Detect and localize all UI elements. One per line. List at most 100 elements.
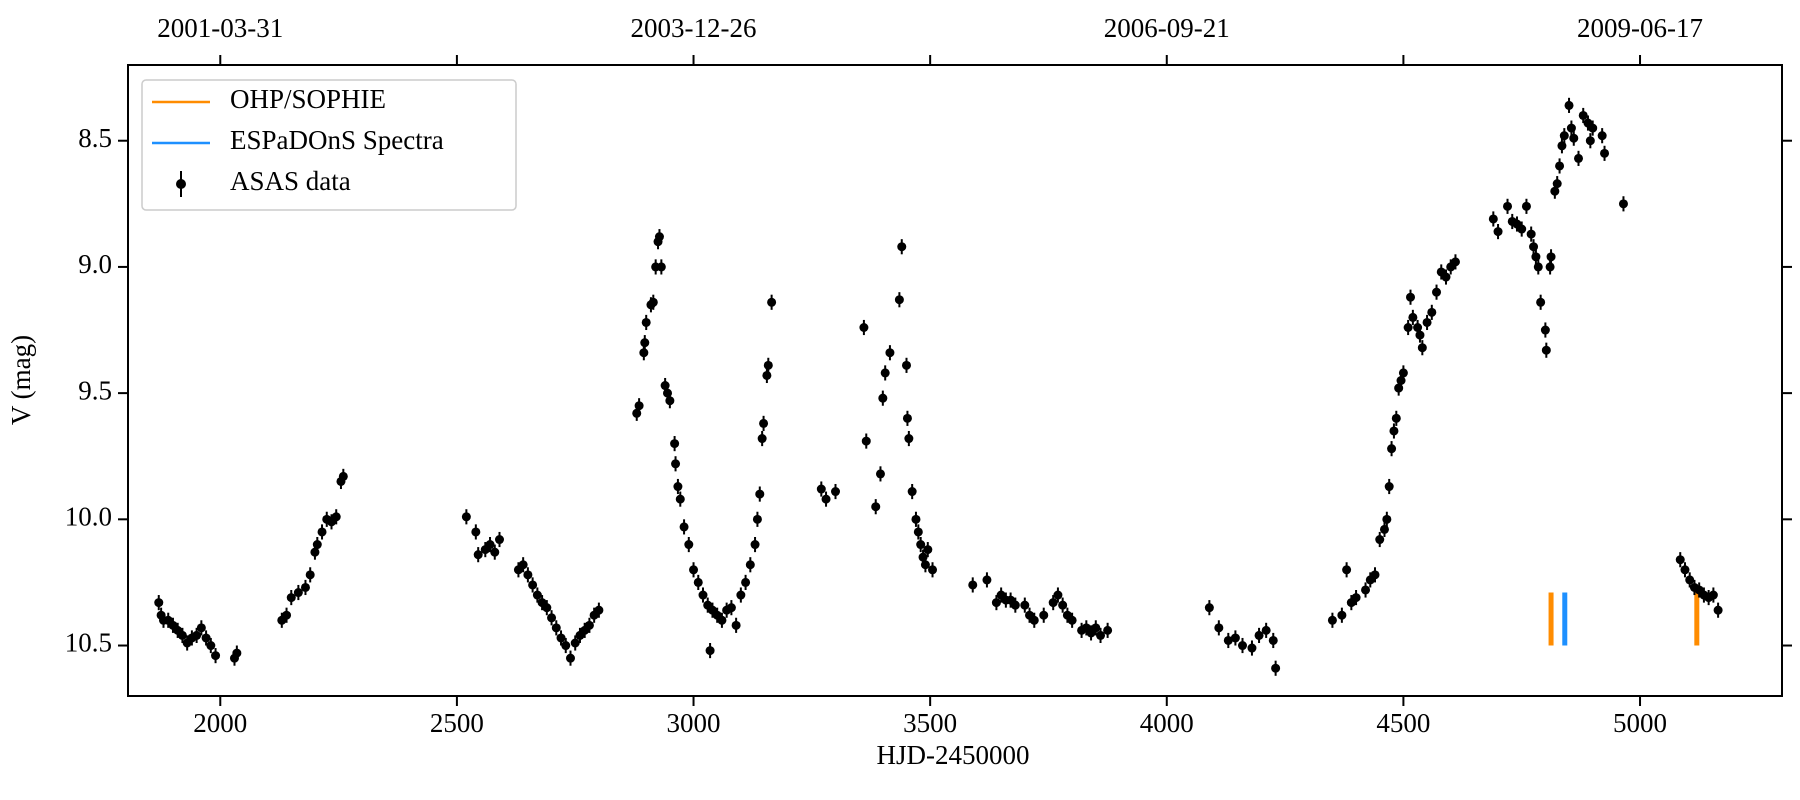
data-point [1578, 110, 1588, 120]
data-point [461, 512, 471, 522]
data-point [206, 641, 216, 651]
data-point [1450, 257, 1460, 267]
data-point [684, 540, 694, 550]
data-point [1375, 535, 1385, 545]
data-point [679, 522, 689, 532]
data-point [196, 623, 206, 633]
data-point [1058, 600, 1068, 610]
data-point [861, 436, 871, 446]
y-tick-label: 8.5 [78, 123, 112, 153]
data-point [473, 550, 483, 560]
data-point [1566, 123, 1576, 133]
data-point [875, 469, 885, 479]
x-tick-label: 2000 [193, 708, 247, 738]
data-point [547, 613, 557, 623]
data-point [518, 560, 528, 570]
data-point [1675, 555, 1685, 565]
data-point [1536, 297, 1546, 307]
data-point [523, 570, 533, 580]
x-tick-label: 3000 [667, 708, 721, 738]
data-point [673, 482, 683, 492]
data-point [594, 605, 604, 615]
data-point [1557, 141, 1567, 151]
data-point [871, 502, 881, 512]
data-point [1521, 201, 1531, 211]
data-point [570, 638, 580, 648]
data-point [816, 484, 826, 494]
x-tick-label: 4000 [1140, 708, 1194, 738]
x2-tick-label: 2006-09-21 [1104, 13, 1230, 43]
data-point [1403, 322, 1413, 332]
data-point [916, 540, 926, 550]
data-point [907, 487, 917, 497]
data-point [1103, 625, 1113, 635]
data-point [1408, 312, 1418, 322]
data-point [192, 630, 202, 640]
data-point [759, 418, 769, 428]
legend-box [141, 79, 517, 211]
data-point [904, 434, 914, 444]
data-point [731, 620, 741, 630]
data-point [894, 295, 904, 305]
data-point [1039, 610, 1049, 620]
data-point [831, 487, 841, 497]
data-point [741, 577, 751, 587]
data-point [1493, 227, 1503, 237]
data-point [689, 565, 699, 575]
y-tick-label: 10.0 [65, 502, 112, 532]
data-point [1708, 590, 1718, 600]
data-point [1268, 635, 1278, 645]
data-point [698, 590, 708, 600]
data-point [1398, 368, 1408, 378]
data-point [542, 603, 552, 613]
data-point [763, 360, 773, 370]
y-tick-label: 10.5 [65, 628, 112, 658]
data-point [1230, 633, 1240, 643]
data-point [1406, 292, 1416, 302]
data-point [1713, 605, 1723, 615]
data-point [880, 368, 890, 378]
data-point [494, 535, 504, 545]
data-point [648, 297, 658, 307]
data-point [1600, 148, 1610, 158]
data-point [561, 641, 571, 651]
data-point [1564, 100, 1574, 110]
data-point [1488, 214, 1498, 224]
asas-points [154, 97, 1723, 676]
data-point [490, 547, 500, 557]
data-point [1685, 575, 1695, 585]
data-point [1361, 585, 1371, 595]
data-point [331, 512, 341, 522]
data-point [634, 401, 644, 411]
data-point [911, 514, 921, 524]
data-point [1415, 330, 1425, 340]
legend-label: OHP/SOPHIE [230, 84, 386, 114]
data-point [1247, 643, 1257, 653]
data-point [762, 370, 772, 380]
data-point [1271, 663, 1281, 673]
data-point [528, 580, 538, 590]
x-tick-label: 5000 [1613, 708, 1667, 738]
data-point [312, 540, 322, 550]
data-point [1597, 131, 1607, 141]
data-point [201, 633, 211, 643]
data-point [1517, 224, 1527, 234]
data-point [232, 648, 242, 658]
data-point [565, 653, 575, 663]
data-point [1559, 131, 1569, 141]
data-point [726, 603, 736, 613]
data-point [1546, 252, 1556, 262]
data-point [154, 598, 164, 608]
data-point [750, 540, 760, 550]
data-point [1096, 630, 1106, 640]
data-point [584, 620, 594, 630]
data-point [1091, 623, 1101, 633]
data-point [1391, 413, 1401, 423]
data-point [902, 413, 912, 423]
data-point [1503, 201, 1513, 211]
data-point [1048, 598, 1058, 608]
data-point [1529, 242, 1539, 252]
data-point [1432, 287, 1442, 297]
data-point [705, 646, 715, 656]
